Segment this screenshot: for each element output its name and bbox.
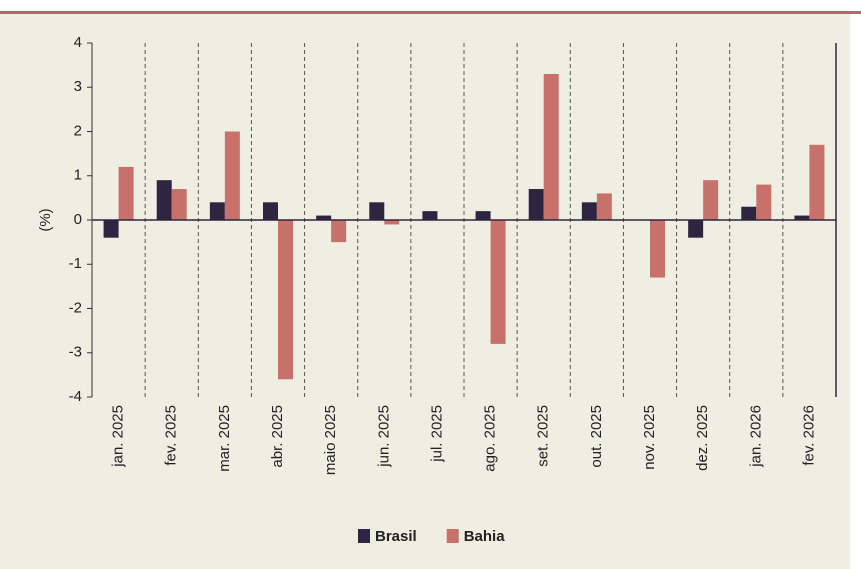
bar (794, 215, 810, 220)
y-tick-label: 3 (74, 78, 82, 95)
x-tick-label: jul. 2025 (428, 405, 445, 463)
bar (543, 73, 559, 220)
bar (422, 211, 438, 220)
y-axis-label: (%) (37, 208, 54, 231)
panel (0, 14, 850, 569)
y-tick-label: 0 (74, 211, 82, 228)
bar (650, 220, 665, 278)
legend-swatch (446, 529, 459, 543)
bar (209, 202, 225, 220)
x-tick-label: jun. 2025 (375, 405, 392, 468)
legend-swatch (358, 529, 370, 543)
bar (756, 184, 772, 220)
x-tick-label: mar. 2025 (216, 405, 233, 472)
legend-label: Brasil (375, 528, 417, 545)
bar (118, 166, 134, 220)
x-tick-label: out. 2025 (588, 405, 605, 468)
y-tick-label: -4 (69, 388, 82, 405)
x-tick-label: dez. 2025 (694, 405, 711, 471)
bar (596, 193, 612, 220)
x-tick-label: ago. 2025 (482, 405, 499, 472)
y-tick-label: 2 (74, 122, 82, 139)
legend-label: Bahia (464, 528, 506, 545)
bar (171, 189, 187, 220)
x-tick-label: jan. 2026 (747, 405, 764, 468)
bar (278, 220, 293, 380)
bar (688, 220, 704, 238)
x-tick-label: fev. 2025 (163, 405, 180, 466)
bar (490, 220, 506, 344)
bar (809, 144, 825, 220)
bar (475, 211, 491, 220)
bar (703, 180, 719, 220)
x-tick-label: set. 2025 (535, 405, 552, 467)
bar (528, 189, 544, 220)
x-tick-label: fev. 2026 (800, 405, 817, 466)
y-tick-label: 4 (74, 34, 82, 51)
y-tick-label: -1 (69, 255, 82, 272)
header-rule (0, 11, 861, 14)
bar (103, 220, 119, 238)
x-tick-label: abr. 2025 (269, 405, 286, 468)
bar (263, 202, 278, 220)
bar (369, 202, 385, 220)
y-tick-label: 1 (74, 167, 82, 184)
bar (156, 180, 172, 220)
bar (741, 206, 757, 220)
bar (316, 215, 332, 220)
x-tick-label: maio 2025 (322, 405, 339, 475)
x-tick-label: nov. 2025 (641, 405, 658, 470)
bar (581, 202, 597, 220)
bar (224, 131, 240, 220)
y-tick-label: -3 (69, 344, 82, 361)
x-tick-label: jan. 2025 (110, 405, 127, 468)
y-tick-label: -2 (69, 299, 82, 316)
bar (331, 220, 347, 243)
bar (384, 220, 400, 225)
